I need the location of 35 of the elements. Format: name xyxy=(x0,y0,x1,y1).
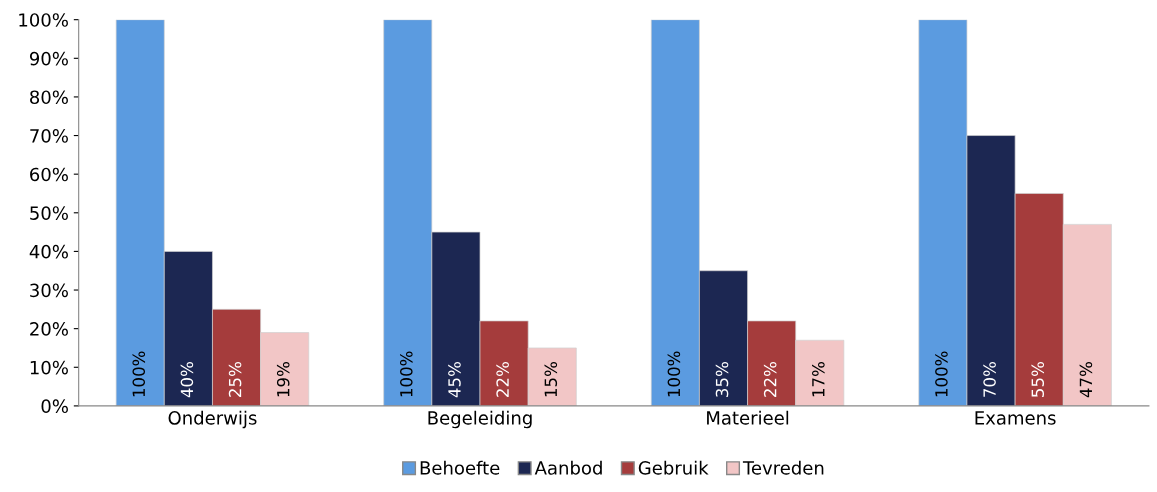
x-tick-label: Materieel xyxy=(707,410,789,425)
legend-label: Behoefte xyxy=(420,460,500,475)
y-tick-label: 40% xyxy=(29,244,68,259)
y-tick-label: 60% xyxy=(30,167,68,182)
legend-label: Aanbod xyxy=(534,460,602,475)
y-tick-label: 80% xyxy=(30,90,68,105)
legend-label: Gebruik xyxy=(638,460,709,475)
data-label: 47% xyxy=(1079,362,1093,398)
data-label: 45% xyxy=(448,362,461,398)
x-tick-label: Begeleiding xyxy=(428,410,532,429)
y-tick-label: 90% xyxy=(29,51,68,66)
y-tick-label: 0% xyxy=(41,399,68,414)
data-label: 100% xyxy=(935,351,948,397)
data-label: 25% xyxy=(228,362,242,397)
data-label: 55% xyxy=(1031,362,1045,397)
x-tick-label: Examens xyxy=(975,411,1056,425)
data-label: 100% xyxy=(400,351,413,397)
y-tick-label: 100% xyxy=(19,13,68,27)
legend-label: Tevreden xyxy=(742,460,824,475)
data-label: 100% xyxy=(667,351,681,397)
data-label: 17% xyxy=(812,362,825,397)
data-label: 22% xyxy=(763,362,777,397)
x-tick-label: Onderwijs xyxy=(168,410,257,429)
y-tick-label: 50% xyxy=(30,206,68,220)
data-label: 15% xyxy=(544,362,558,397)
data-label: 70% xyxy=(983,362,996,397)
data-label: 100% xyxy=(132,351,146,397)
y-tick-label: 10% xyxy=(30,360,68,375)
data-label: 40% xyxy=(180,362,194,398)
y-tick-label: 20% xyxy=(30,322,68,336)
y-tick-label: 70% xyxy=(30,129,68,143)
y-tick-label: 30% xyxy=(30,283,68,298)
data-label: 19% xyxy=(276,362,290,397)
data-label: 35% xyxy=(715,362,729,397)
data-label: 22% xyxy=(496,362,509,397)
